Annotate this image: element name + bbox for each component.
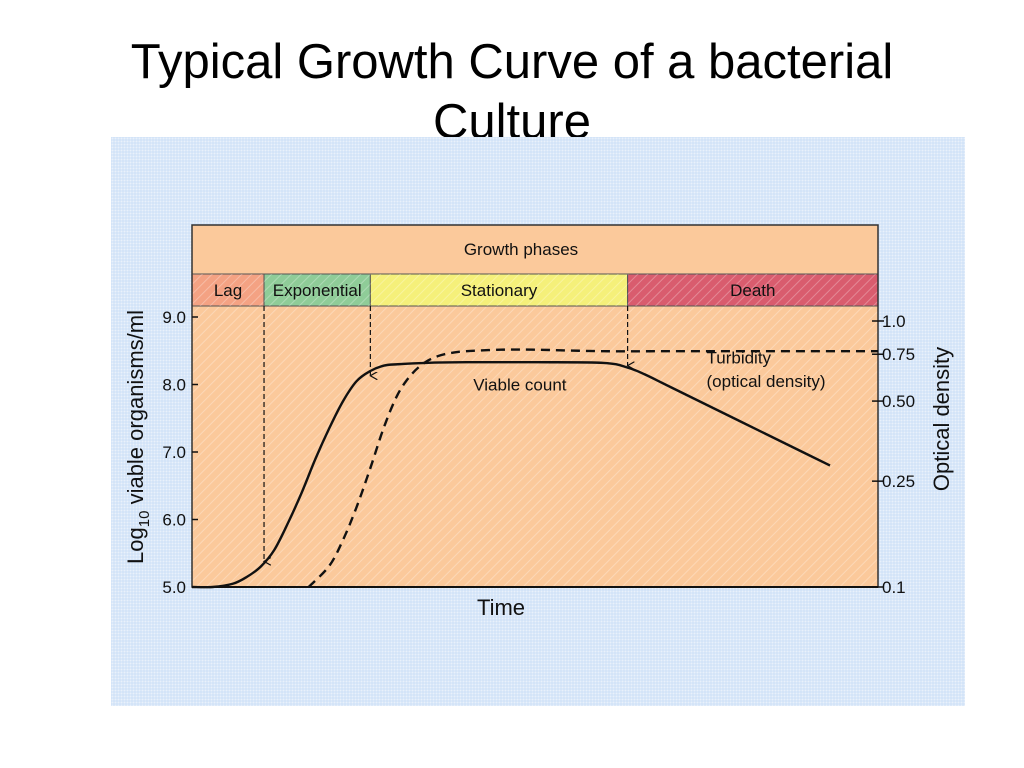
y-tick-label: 7.0 (162, 443, 186, 462)
y-tick-label: 9.0 (162, 308, 186, 327)
y2-tick-label: 0.75 (882, 345, 915, 364)
phase-label-lag: Lag (214, 281, 242, 300)
phase-label-stationary: Stationary (461, 281, 538, 300)
phase-band-texture (627, 274, 878, 306)
growth-curve-chart: Growth phases Lag Exponential Stationary De… (123, 224, 954, 620)
y-axis-label: Log10 viable organisms/ml (123, 310, 153, 564)
phase-band-texture (264, 274, 371, 306)
y2-tick-label: 1.0 (882, 312, 906, 331)
phase-band-texture (192, 274, 265, 306)
y-tick-label: 8.0 (162, 376, 186, 395)
y-tick-label: 6.0 (162, 511, 186, 530)
turbidity-curve (307, 348, 878, 588)
y2-tick-label: 0.25 (882, 472, 915, 491)
plot-stripes (192, 307, 878, 587)
phase-label-death: Death (730, 281, 775, 300)
slide-title: Typical Growth Curve of a bacterial Cult… (130, 35, 894, 149)
chart-title: Growth phases (464, 240, 578, 259)
optical-density-note: (optical density) (707, 372, 826, 391)
y2-tick-label: 0.50 (882, 392, 915, 411)
viable-count-curve (191, 360, 831, 589)
y-tick-label: 5.0 (162, 578, 186, 597)
turbidity-label: Turbidity (707, 349, 772, 368)
x-axis-label: Time (477, 595, 525, 620)
phase-label-exponential: Exponential (273, 281, 362, 300)
viable-count-label: Viable count (473, 376, 567, 395)
y2-tick-label: 0.1 (882, 578, 906, 597)
y2-axis-label: Optical density (929, 347, 954, 491)
figure-panel: Growth phases Lag Exponential Stationary De… (111, 137, 965, 706)
phase-band-texture (370, 274, 628, 306)
